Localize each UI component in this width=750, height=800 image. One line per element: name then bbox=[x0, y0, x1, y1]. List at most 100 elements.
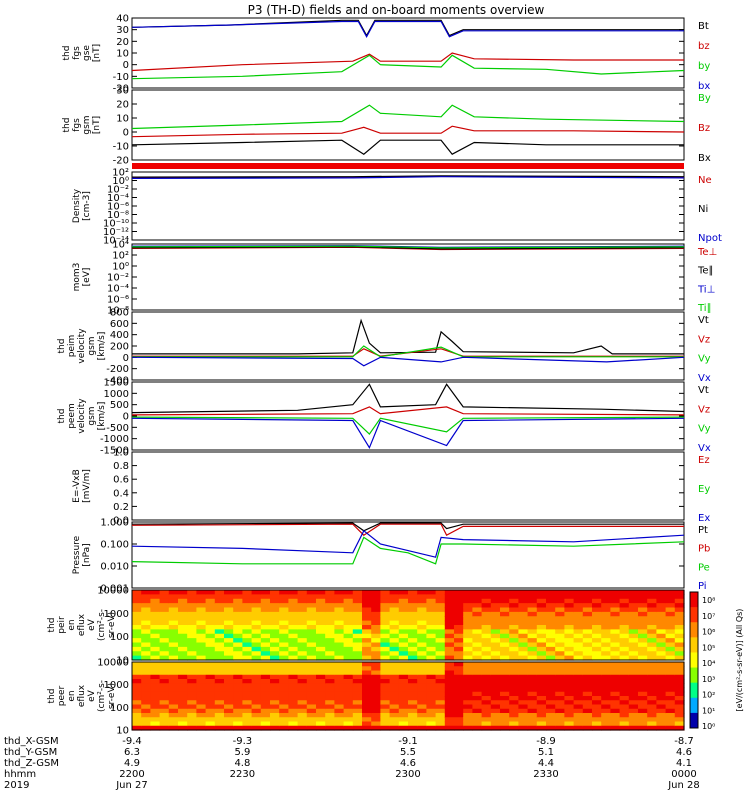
spectrogram-cell bbox=[500, 721, 510, 727]
spectrogram-cell bbox=[454, 674, 464, 680]
spectrogram-cell bbox=[592, 670, 602, 676]
spectrogram-cell bbox=[214, 687, 225, 693]
spectrogram-cell bbox=[398, 616, 409, 622]
spectrogram-cell bbox=[628, 721, 639, 727]
spectrogram-cell bbox=[546, 629, 556, 635]
spectrogram-cell bbox=[564, 696, 575, 701]
spectrogram-cell bbox=[371, 620, 381, 626]
spectrogram-cell bbox=[270, 691, 280, 697]
spectrogram-cell bbox=[638, 670, 648, 676]
spectrogram-cell bbox=[168, 700, 179, 706]
spectrogram-cell bbox=[389, 590, 400, 595]
spectrogram-cell bbox=[518, 642, 529, 648]
spectrogram-cell bbox=[656, 603, 667, 609]
y-axis-label: thd bbox=[47, 618, 57, 633]
spectrogram-cell bbox=[647, 713, 657, 718]
spectrogram-cell bbox=[178, 646, 188, 652]
spectrogram-cell bbox=[665, 713, 676, 718]
spectrogram-cell bbox=[398, 696, 409, 701]
y-tick-label: 100 bbox=[110, 632, 129, 643]
spectrogram-cell bbox=[168, 629, 179, 635]
spectrogram-cell bbox=[490, 603, 501, 609]
spectrogram-cell bbox=[454, 708, 464, 714]
spectrogram-cell bbox=[132, 666, 142, 672]
spectrogram-cell bbox=[150, 629, 161, 635]
spectrogram-cell bbox=[224, 670, 234, 676]
spectrogram-cell bbox=[481, 603, 492, 609]
colorbar-tick: 10² bbox=[702, 691, 715, 700]
spectrogram-cell bbox=[187, 655, 197, 661]
spectrogram-cell bbox=[656, 666, 667, 672]
spectrogram-cell bbox=[426, 687, 437, 693]
spectrogram-cell bbox=[306, 691, 317, 697]
spectrogram-cell bbox=[444, 679, 455, 684]
spectrogram-cell bbox=[665, 625, 676, 630]
spectrogram-cell bbox=[674, 607, 685, 613]
spectrogram-cell bbox=[325, 679, 335, 684]
spectrogram-cell bbox=[352, 717, 363, 723]
spectrogram-cell bbox=[196, 638, 207, 644]
spectrogram-cell bbox=[592, 725, 602, 731]
spectrogram-cell bbox=[334, 691, 345, 697]
spectrogram-cell bbox=[647, 683, 657, 689]
spectrogram-cell bbox=[343, 662, 354, 667]
series-Ni bbox=[131, 175, 685, 178]
y-axis-label: sr-eV) bbox=[107, 683, 117, 709]
spectrogram-cell bbox=[260, 713, 271, 718]
spectrogram-cell bbox=[619, 666, 630, 672]
spectrogram-cell bbox=[601, 666, 611, 672]
series-bz bbox=[131, 52, 684, 72]
spectrogram-cell bbox=[334, 655, 345, 661]
spectrogram-cell bbox=[472, 670, 483, 676]
spectrogram-cell bbox=[518, 616, 529, 622]
spectrogram-cell bbox=[426, 704, 437, 710]
series-Pt bbox=[131, 522, 684, 532]
spectrogram-cell bbox=[214, 638, 225, 644]
y-tick-label: 10 bbox=[116, 726, 129, 737]
spectrogram-cell bbox=[214, 590, 225, 595]
spectrogram-cell bbox=[187, 633, 197, 639]
spectrogram-cell bbox=[481, 590, 492, 595]
spectrogram-cell bbox=[242, 625, 253, 630]
y-tick-label: 10000 bbox=[97, 658, 129, 669]
spectrogram-cell bbox=[536, 603, 547, 609]
spectrogram-cell bbox=[343, 679, 354, 684]
spectrogram-cell bbox=[564, 590, 575, 595]
spectrogram-cell bbox=[389, 603, 400, 609]
spectrogram-cell bbox=[150, 721, 161, 727]
spectrogram-cell bbox=[260, 696, 271, 701]
spectrogram-cell bbox=[288, 607, 299, 613]
spectrogram-cell bbox=[601, 691, 611, 697]
spectrogram-cell bbox=[141, 638, 151, 644]
spectrogram-cell bbox=[196, 708, 207, 714]
spectrogram-cell bbox=[132, 670, 142, 676]
spectrogram-cell bbox=[435, 713, 446, 718]
spectrogram-cell bbox=[546, 638, 556, 644]
series-By bbox=[131, 104, 685, 130]
spectrogram-cell bbox=[582, 683, 593, 689]
spectrogram-cell bbox=[178, 674, 188, 680]
spectrogram-cell bbox=[306, 633, 317, 639]
spectrogram-cell bbox=[481, 642, 492, 648]
spectrogram-cell bbox=[638, 611, 648, 617]
spectrogram-cell bbox=[509, 725, 519, 731]
spectrogram-cell bbox=[435, 700, 446, 706]
spectrogram-cell bbox=[398, 713, 409, 718]
spectrogram-cell bbox=[325, 611, 335, 617]
series-Npot bbox=[131, 176, 685, 179]
spectrogram-cell bbox=[187, 603, 197, 609]
spectrogram-cell bbox=[564, 687, 575, 693]
spectrogram-cell bbox=[638, 638, 648, 644]
spectrogram-cell bbox=[463, 708, 473, 714]
spectrogram-cell bbox=[592, 611, 602, 617]
spectrogram-cell bbox=[316, 638, 326, 644]
spectrogram-cell bbox=[472, 700, 483, 706]
spectrogram-cell bbox=[592, 594, 602, 600]
spectrogram-cell bbox=[656, 683, 667, 689]
spectrogram-cell bbox=[398, 687, 409, 693]
spectrogram-cell bbox=[316, 704, 326, 710]
spectrogram-cell bbox=[205, 638, 216, 644]
spectrogram-cell bbox=[196, 721, 207, 727]
spectrogram-cell bbox=[490, 704, 501, 710]
spectrogram-cell bbox=[628, 670, 639, 676]
